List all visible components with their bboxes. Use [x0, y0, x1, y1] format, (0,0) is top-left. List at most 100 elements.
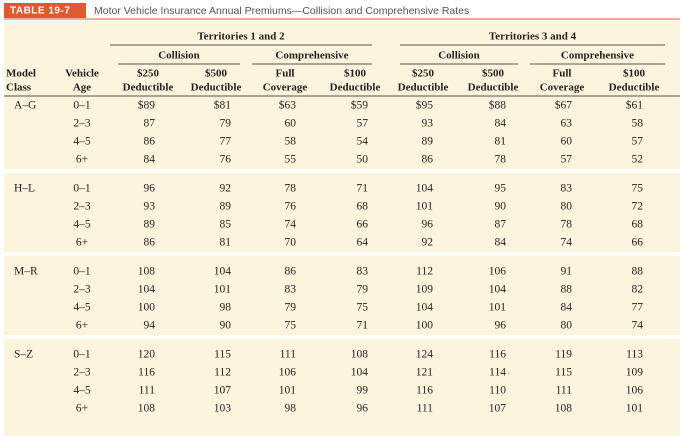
vehicle-age: 0–1 — [73, 100, 91, 112]
column-header: $500 — [205, 68, 228, 80]
premium: $67 — [555, 99, 573, 112]
premium: 75 — [632, 183, 644, 195]
premium: 96 — [144, 183, 156, 195]
premium: 115 — [214, 349, 231, 361]
coverage-header: Comprehensive — [561, 50, 634, 62]
premium: 104 — [351, 367, 369, 379]
column-header: Deductible — [123, 82, 174, 94]
group-separator — [4, 252, 680, 256]
premium: 89 — [422, 136, 434, 148]
premium: 80 — [561, 320, 573, 332]
premium: 78 — [561, 219, 573, 231]
premium: 77 — [220, 136, 232, 148]
premium: 109 — [626, 367, 644, 379]
premium: 119 — [555, 349, 572, 361]
premium: 104 — [489, 284, 507, 296]
vehicle-age: 2–3 — [73, 118, 91, 130]
vehicle-age: 4–5 — [73, 219, 91, 231]
premium: 64 — [357, 237, 369, 249]
premium: 80 — [561, 201, 573, 213]
column-header: Deductible — [191, 82, 242, 94]
premium: 84 — [561, 302, 573, 314]
premium: 83 — [357, 266, 369, 278]
premium: 124 — [416, 349, 434, 361]
premium: 115 — [555, 367, 572, 379]
premium: 96 — [495, 320, 507, 332]
premium: 111 — [417, 403, 434, 415]
model-class: M–R — [14, 266, 38, 278]
premium: 107 — [214, 385, 232, 397]
premium: 101 — [279, 385, 297, 397]
premium: 68 — [632, 219, 644, 231]
premium: 116 — [489, 349, 506, 361]
column-header: Class — [6, 82, 32, 94]
vehicle-age: 0–1 — [73, 183, 91, 195]
premium: 116 — [416, 385, 433, 397]
premium: 74 — [632, 320, 644, 332]
column-header: Age — [73, 82, 91, 94]
column-header: Deductible — [330, 82, 381, 94]
coverage-header: Collision — [438, 50, 480, 62]
vehicle-age: 6+ — [76, 403, 88, 415]
premium: 98 — [285, 403, 297, 415]
premium: 106 — [626, 385, 644, 397]
premium: 89 — [220, 201, 232, 213]
premium: 92 — [422, 237, 434, 249]
premium: 84 — [144, 154, 156, 166]
premium: 78 — [495, 154, 507, 166]
premium: 76 — [285, 201, 297, 213]
column-header: Full — [276, 68, 295, 80]
premium: 113 — [626, 349, 643, 361]
premium: 72 — [632, 201, 644, 213]
premium: 106 — [279, 367, 297, 379]
premium: 90 — [495, 201, 507, 213]
column-header: Coverage — [263, 82, 308, 94]
premium: 66 — [357, 219, 369, 231]
premium: 50 — [357, 154, 369, 166]
model-class: A–G — [14, 100, 36, 112]
table-label: TABLE 19-7 — [10, 6, 70, 17]
premium: 108 — [351, 349, 369, 361]
premium: 58 — [632, 118, 644, 130]
vehicle-age: 0–1 — [73, 266, 91, 278]
premium: 91 — [561, 266, 573, 278]
premium: 89 — [144, 219, 156, 231]
premium: 108 — [138, 266, 156, 278]
premium: 101 — [214, 284, 232, 296]
premium: 84 — [495, 237, 507, 249]
vehicle-age: 6+ — [76, 237, 88, 249]
vehicle-age: 2–3 — [73, 201, 91, 213]
premium: $89 — [138, 99, 156, 112]
premium: $95 — [416, 99, 434, 112]
premium: 100 — [138, 302, 156, 314]
premium: 96 — [422, 219, 434, 231]
vehicle-age: 6+ — [76, 320, 88, 332]
premium: 86 — [144, 136, 156, 148]
premium: $63 — [279, 99, 297, 112]
territory-header: Territories 1 and 2 — [197, 31, 285, 43]
premium: 120 — [138, 349, 156, 361]
column-header: Model — [6, 68, 36, 80]
vehicle-age: 0–1 — [73, 349, 91, 361]
column-header: Deductible — [398, 82, 449, 94]
vehicle-age: 2–3 — [73, 284, 91, 296]
premium: 99 — [357, 385, 369, 397]
premium: 104 — [214, 266, 232, 278]
premium: 68 — [357, 201, 369, 213]
premium: 82 — [632, 284, 644, 296]
premium: 108 — [555, 403, 573, 415]
premium: $59 — [351, 99, 369, 112]
column-header: $100 — [623, 68, 646, 80]
premium: 85 — [220, 219, 232, 231]
model-class: S–Z — [14, 349, 33, 361]
premium: 70 — [285, 237, 297, 249]
premium: 86 — [285, 266, 297, 278]
table-background — [4, 21, 680, 436]
premium: 66 — [632, 237, 644, 249]
vehicle-age: 6+ — [76, 154, 88, 166]
premium: 111 — [139, 385, 156, 397]
premium: 57 — [357, 118, 369, 130]
premium: 54 — [357, 136, 369, 148]
premium: 81 — [220, 237, 232, 249]
column-header: Deductible — [468, 82, 519, 94]
